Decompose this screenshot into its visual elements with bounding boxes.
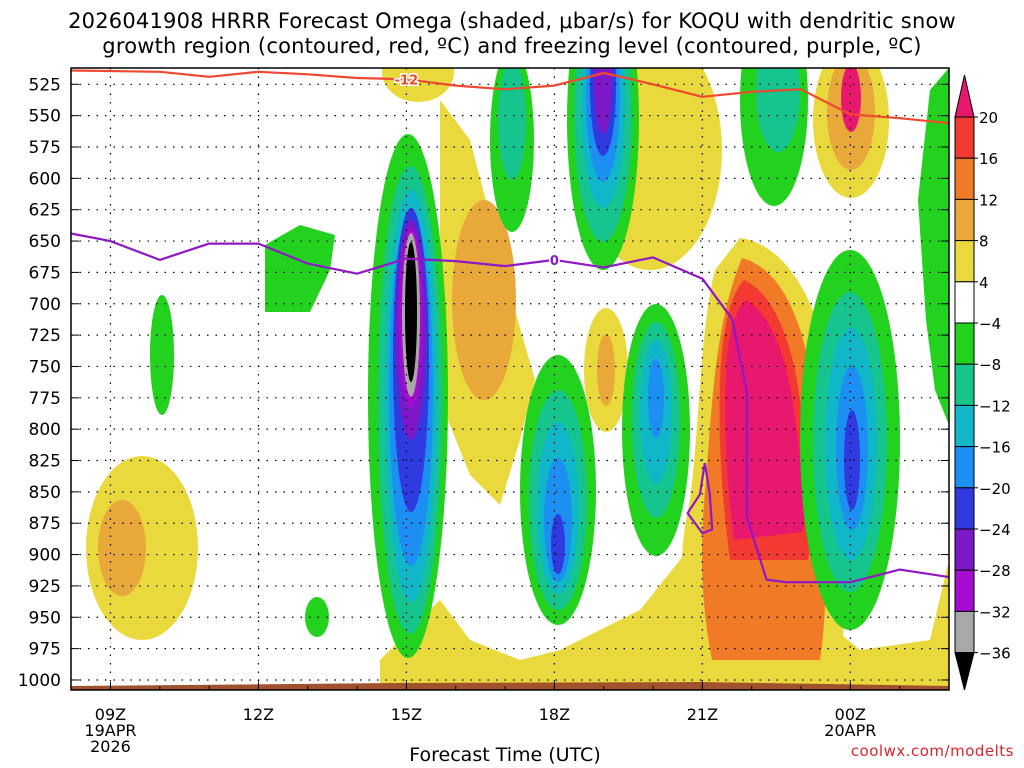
colorbar-segment bbox=[954, 487, 975, 530]
y-tick-label: 825 bbox=[29, 452, 61, 472]
y-tick-label: 875 bbox=[29, 514, 61, 534]
colorbar-top-arrow bbox=[954, 74, 975, 118]
x-tick-sublabel: 20APR bbox=[824, 721, 876, 740]
omega-cell-small-green1 bbox=[150, 295, 174, 415]
contour-label: -12 bbox=[395, 73, 419, 88]
colorbar-segment bbox=[954, 569, 975, 612]
omega-cell-top-purple bbox=[594, 68, 612, 134]
omega-cell-fr-blue bbox=[844, 410, 860, 510]
x-tick-label: 09Z bbox=[95, 705, 126, 724]
colorbar-segment bbox=[954, 404, 975, 448]
contour-label: 0 bbox=[550, 254, 559, 269]
y-tick-label: 675 bbox=[29, 263, 61, 283]
y-tick-label: 950 bbox=[29, 608, 61, 628]
x-tick-label: 18Z bbox=[539, 705, 570, 724]
omega-cell-mid-lightblue bbox=[648, 358, 664, 438]
omega-cell-top-yellow bbox=[382, 68, 454, 102]
omega-cell-left-orange bbox=[98, 500, 146, 596]
colorbar-segment bbox=[954, 240, 975, 283]
omega-cell-edge-green bbox=[918, 68, 949, 425]
x-axis-label: Forecast Time (UTC) bbox=[409, 744, 601, 766]
x-tick-sublabel: 19APR bbox=[84, 721, 136, 740]
colorbar-segment bbox=[954, 446, 975, 489]
colorbar-label: −24 bbox=[979, 521, 1011, 539]
y-tick-label: 525 bbox=[29, 75, 61, 95]
y-tick-label: 650 bbox=[29, 232, 61, 252]
colorbar-segment bbox=[954, 528, 975, 571]
colorbar-label: 4 bbox=[979, 274, 989, 292]
terrain-strip bbox=[71, 682, 949, 690]
colorbar-label: −32 bbox=[979, 603, 1011, 621]
colorbar: 20 16 12 8 4 −4 −8 −12 −16 −20 −24 −28 −32 −36 bbox=[954, 74, 1011, 691]
grid bbox=[71, 68, 949, 690]
y-tick-label: 725 bbox=[29, 326, 61, 346]
credit-link[interactable]: coolwx.com/modelts bbox=[850, 742, 1014, 760]
omega-cell-big-magenta bbox=[725, 300, 805, 540]
colorbar-segment bbox=[954, 198, 975, 242]
y-tick-label: 575 bbox=[29, 138, 61, 158]
colorbar-label: −4 bbox=[979, 315, 1001, 333]
omega-cell-mid-orange bbox=[597, 334, 615, 406]
contour-line bbox=[70, 232, 950, 584]
x-tick-year: 2026 bbox=[90, 737, 131, 756]
omega-cell-upper-orange bbox=[452, 200, 516, 400]
colorbar-label: −36 bbox=[979, 645, 1011, 663]
contours: -12 0 bbox=[70, 69, 950, 584]
y-tick-label: 625 bbox=[29, 201, 61, 221]
colorbar-label: 16 bbox=[979, 150, 998, 168]
chart-title-line1: 2026041908 HRRR Forecast Omega (shaded, … bbox=[68, 9, 956, 33]
colorbar-label: 12 bbox=[979, 191, 998, 209]
colorbar-label: 8 bbox=[979, 233, 989, 251]
colorbar-segment bbox=[954, 322, 975, 365]
omega-cell-small-green2 bbox=[305, 597, 329, 637]
colorbar-label: −20 bbox=[979, 480, 1011, 498]
chart-title-line2: growth region (contoured, red, ºC) and f… bbox=[102, 34, 922, 58]
y-tick-label: 775 bbox=[29, 389, 61, 409]
colorbar-segment bbox=[954, 157, 975, 200]
colorbar-segment bbox=[954, 610, 975, 654]
colorbar-segment bbox=[954, 281, 975, 324]
colorbar-label: 20 bbox=[979, 109, 998, 127]
y-tick-label: 550 bbox=[29, 107, 61, 127]
colorbar-segment bbox=[954, 116, 975, 159]
colorbar-label: −28 bbox=[979, 562, 1011, 580]
x-tick-label: 21Z bbox=[687, 705, 718, 724]
omega-cell-low-blue bbox=[551, 514, 565, 574]
colorbar-label: −12 bbox=[979, 397, 1011, 415]
omega-cell-green-upperleft bbox=[265, 225, 335, 312]
colorbar-segment bbox=[954, 363, 975, 406]
x-tick-label: 15Z bbox=[391, 705, 422, 724]
omega-cell-toprt-red bbox=[841, 68, 861, 132]
plot-frame bbox=[70, 67, 950, 691]
contour-line bbox=[686, 462, 714, 535]
y-tick-label: 600 bbox=[29, 169, 61, 189]
colorbar-bottom-arrow bbox=[954, 652, 975, 691]
x-tick-label: 12Z bbox=[243, 705, 274, 724]
y-tick-label: 850 bbox=[29, 483, 61, 503]
colorbar-label: −16 bbox=[979, 439, 1011, 457]
axes: 525 550 575 600 625 650 675 700 725 750 775 800 825 8… bbox=[18, 67, 950, 756]
y-tick-label: 700 bbox=[29, 295, 61, 315]
y-tick-label: 1000 bbox=[18, 671, 61, 691]
y-tick-label: 900 bbox=[29, 546, 61, 566]
y-tick-label: 750 bbox=[29, 357, 61, 377]
y-tick-label: 800 bbox=[29, 420, 61, 440]
omega-cell-upper-teal bbox=[498, 68, 526, 180]
y-tick-label: 925 bbox=[29, 577, 61, 597]
contour-line bbox=[70, 69, 950, 125]
y-tick-label: 975 bbox=[29, 640, 61, 660]
x-tick-label: 00Z bbox=[835, 705, 866, 724]
omega-column-black bbox=[405, 242, 417, 382]
omega-shading bbox=[71, 68, 949, 690]
colorbar-label: −8 bbox=[979, 356, 1001, 374]
